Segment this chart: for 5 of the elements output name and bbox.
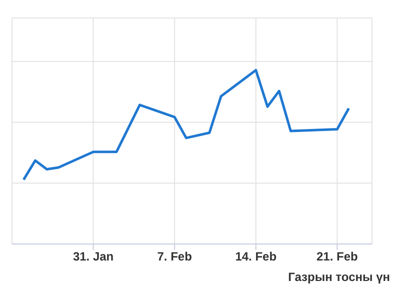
text: Газрын тосны үн <box>288 270 390 284</box>
x-tick-label: 7. Feb <box>157 250 192 264</box>
x-tick-label: 14. Feb <box>235 250 277 264</box>
x-tick-label: 21. Feb <box>316 250 358 264</box>
x-tick-label: 31. Jan <box>72 250 114 264</box>
